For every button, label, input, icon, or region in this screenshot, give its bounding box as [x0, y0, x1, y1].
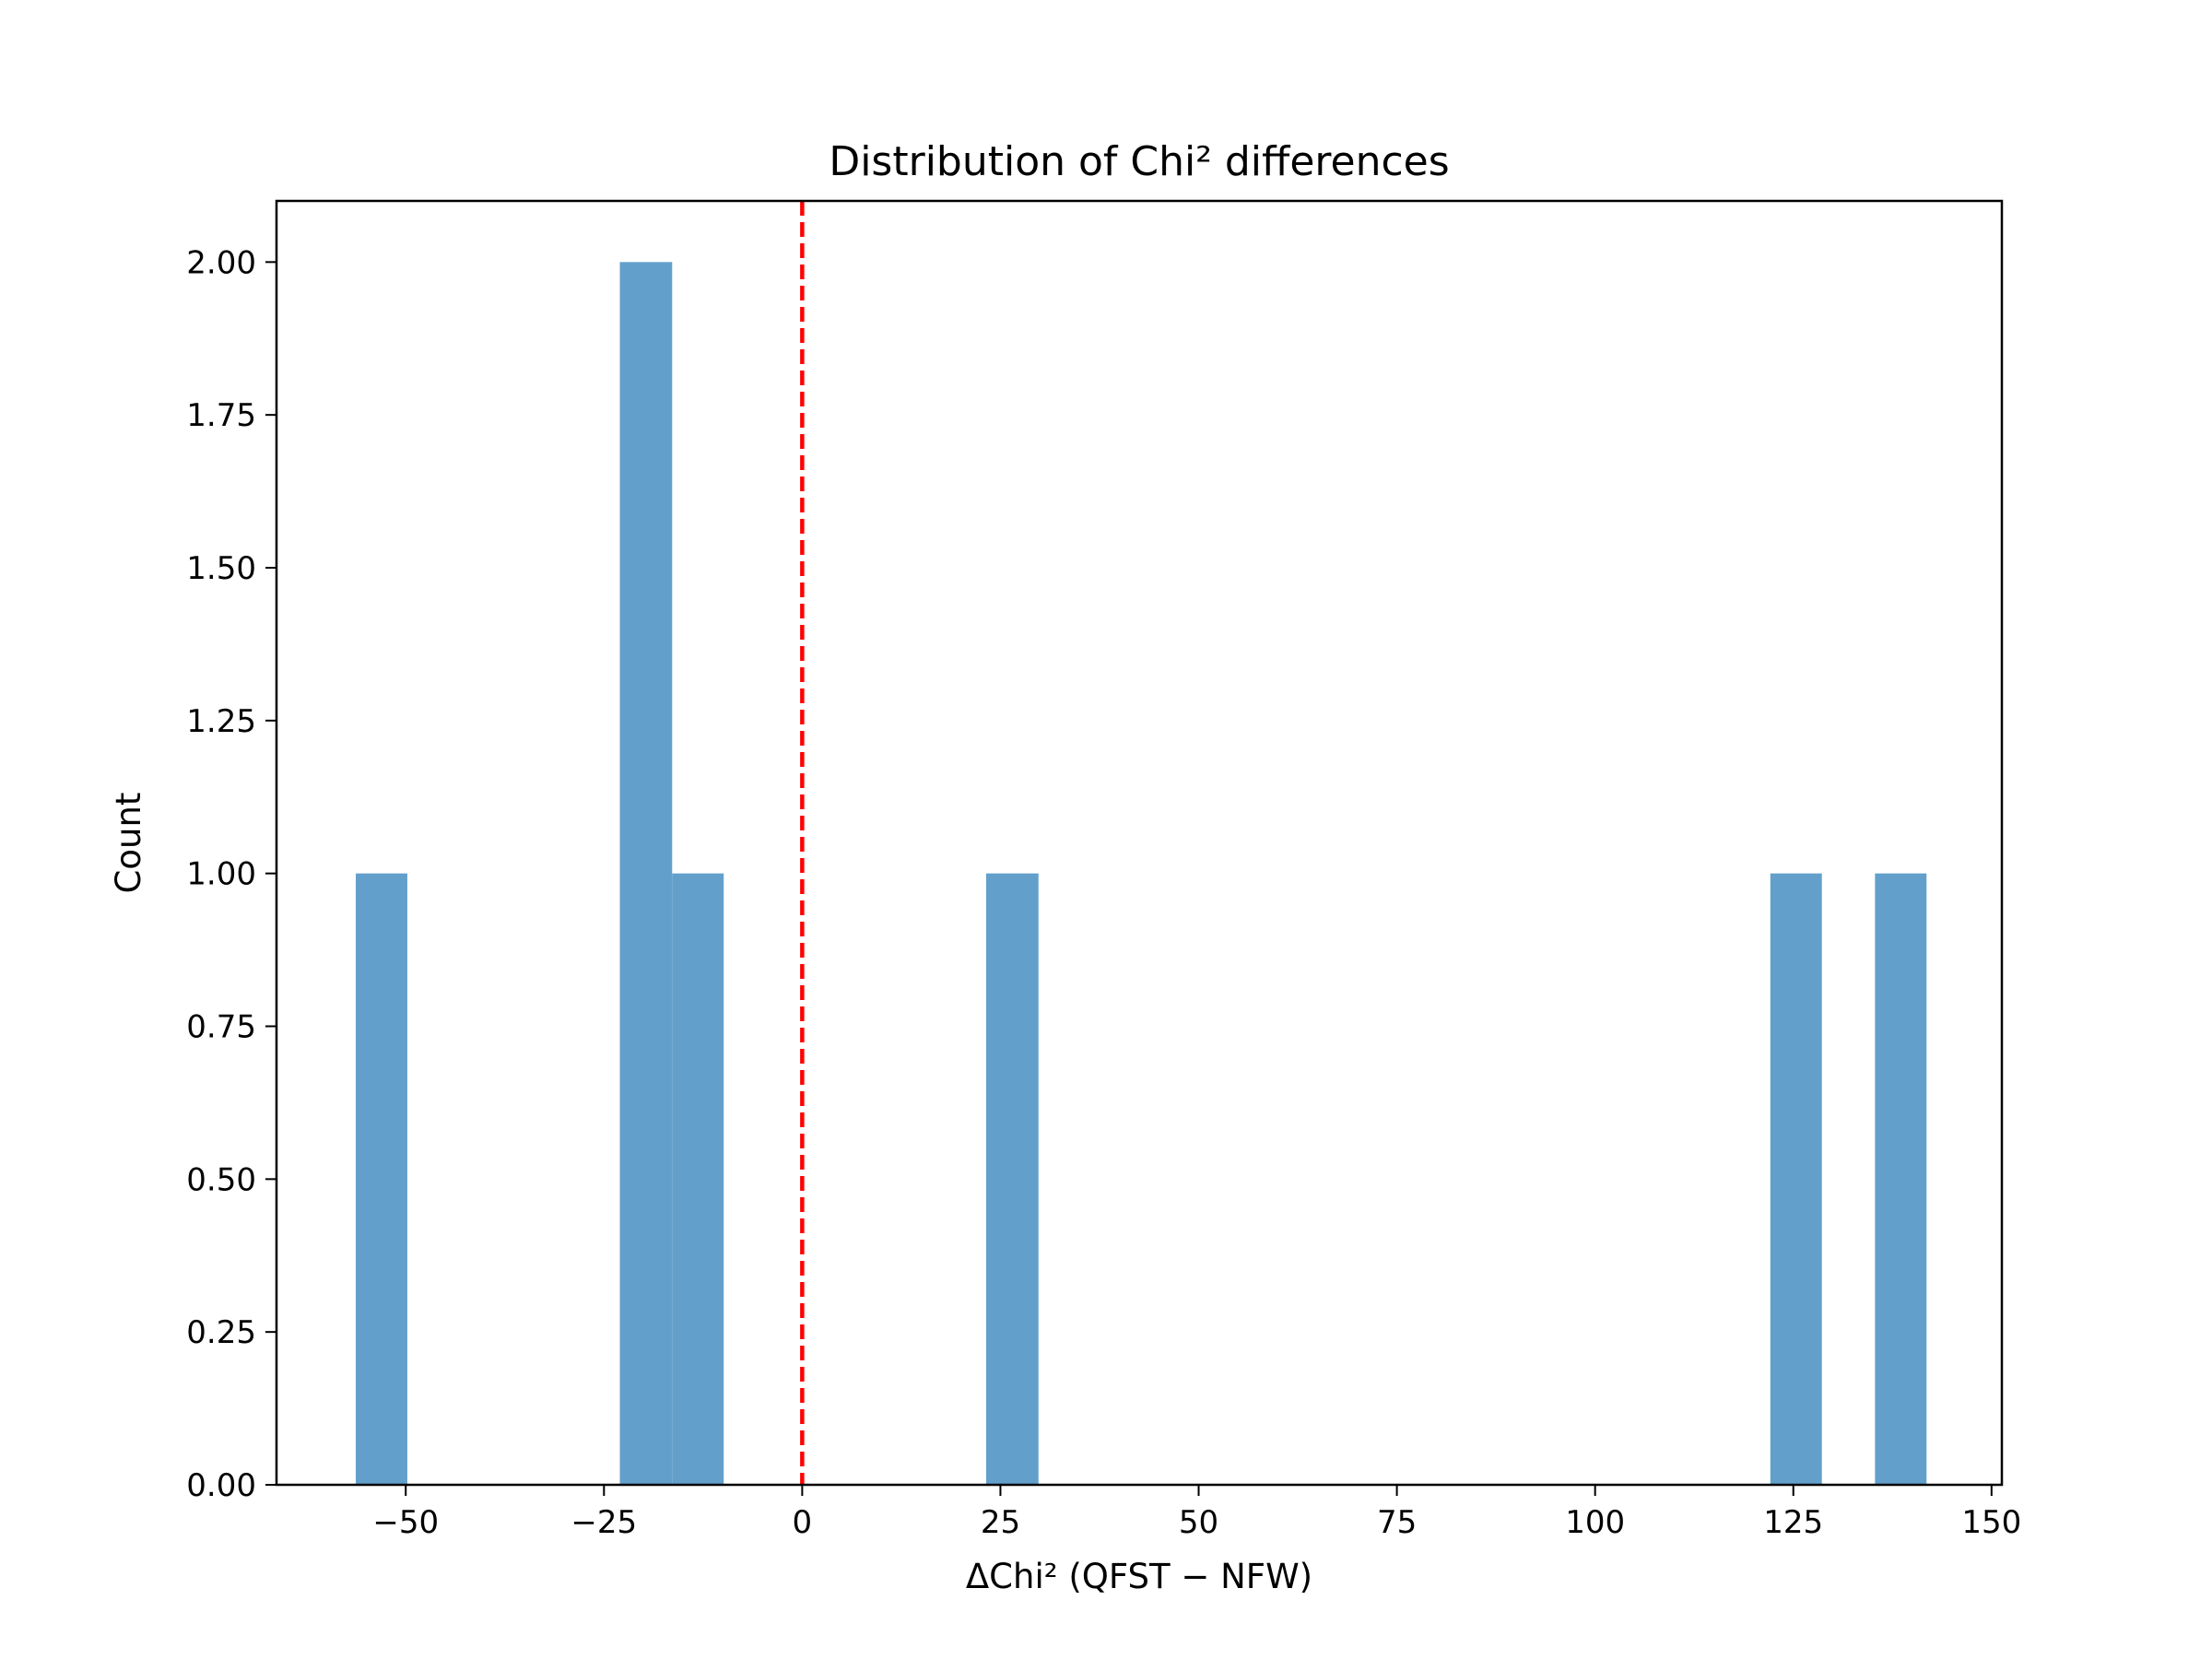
x-axis-label: ΔChi² (QFST − NFW) [966, 1557, 1312, 1596]
histogram-bar-4 [1770, 873, 1822, 1485]
histogram-bar-0 [356, 873, 407, 1485]
x-tick-label: −25 [571, 1504, 637, 1541]
x-tick-label: 100 [1565, 1504, 1625, 1541]
x-tick-label: −50 [372, 1504, 439, 1541]
histogram-bar-3 [985, 873, 1039, 1485]
y-tick-label: 2.00 [186, 244, 256, 281]
x-tick-label: 50 [1179, 1504, 1218, 1541]
y-tick-label: 0.25 [186, 1314, 256, 1351]
y-tick-label: 1.00 [186, 856, 256, 893]
y-tick-label: 0.00 [186, 1467, 256, 1504]
y-tick-label: 0.75 [186, 1009, 256, 1046]
x-axis-ticks: −50 −25 0 25 50 75 100 125 150 [372, 1485, 2021, 1541]
x-tick-label: 150 [1961, 1504, 2021, 1541]
y-axis-label: Count [109, 793, 148, 894]
x-tick-label: 25 [981, 1504, 1020, 1541]
x-tick-label: 75 [1377, 1504, 1417, 1541]
x-tick-label: 0 [793, 1504, 813, 1541]
y-tick-label: 1.50 [186, 550, 256, 587]
histogram-bar-2 [672, 873, 724, 1485]
y-axis-ticks: 0.00 0.25 0.50 0.75 1.00 1.25 1.50 1.75 2.00 [186, 244, 276, 1504]
y-tick-label: 1.25 [186, 703, 256, 740]
x-tick-label: 125 [1763, 1504, 1823, 1541]
bars-group [356, 262, 1927, 1485]
y-tick-label: 0.50 [186, 1161, 256, 1198]
plot-frame [275, 199, 2004, 1487]
histogram-bar-5 [1875, 873, 1927, 1485]
chart-title: Distribution of Chi² differences [829, 138, 1449, 185]
y-tick-label: 1.75 [186, 397, 256, 434]
histogram-bar-1 [619, 262, 673, 1485]
